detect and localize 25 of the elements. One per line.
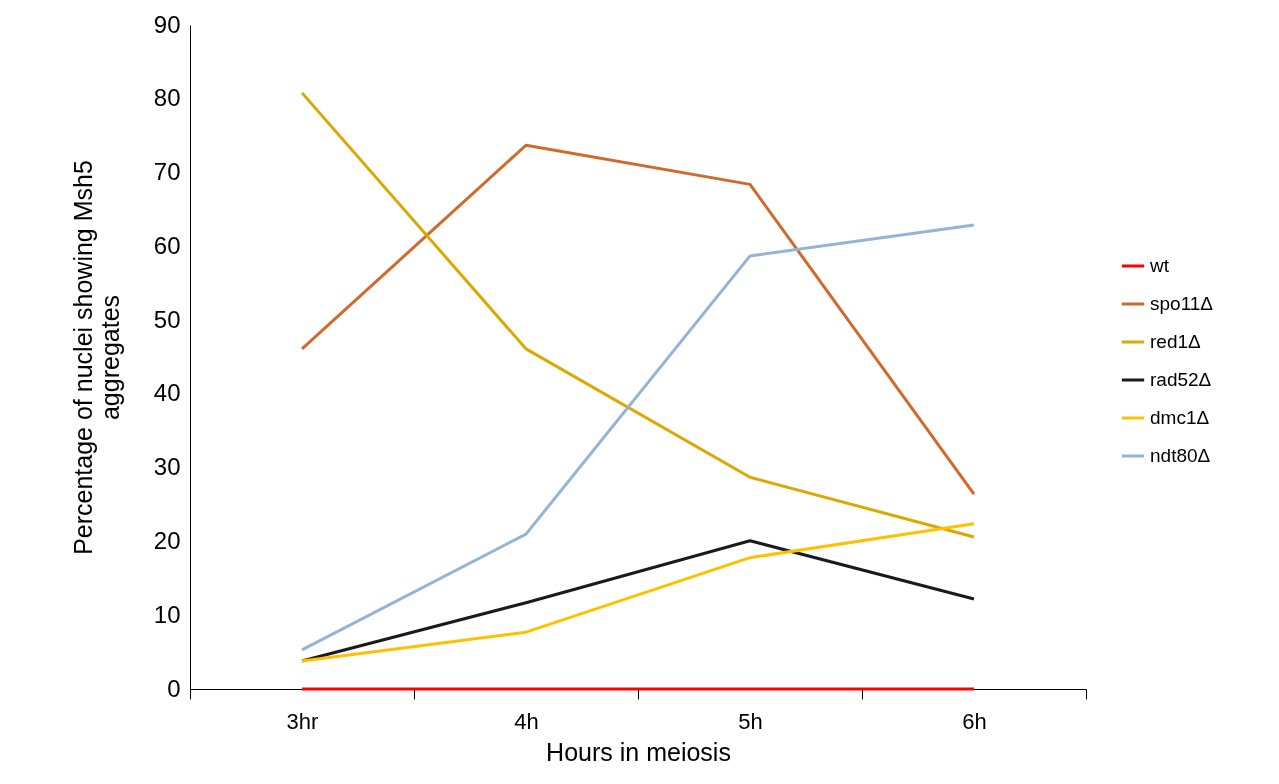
legend-label: ndt80Δ [1150,445,1211,466]
y-tick-label: 80 [153,84,181,112]
y-tick-label: 90 [153,10,181,38]
x-tick-label: 3hr [286,708,319,734]
y-tick-label: 70 [153,158,181,186]
x-axis-title: Hours in meiosis [546,737,731,766]
legend-label: dmc1Δ [1150,407,1210,428]
y-tick-label: 20 [153,526,181,554]
y-tick-label: 60 [153,231,181,259]
line-series [300,91,976,539]
legend-label: spo11Δ [1150,293,1214,314]
legend-label: wt [1149,255,1170,276]
x-tick-label: 4h [514,708,539,734]
x-tick-label: 6h [962,708,987,734]
y-tick-label: 50 [153,305,181,333]
y-tick-label: 0 [167,674,181,702]
y-tick-label: 30 [153,453,181,481]
line-series [300,143,976,496]
y-tick-label: 40 [153,379,181,407]
y-tick-label: 10 [153,600,181,628]
legend-label: red1Δ [1150,331,1202,352]
x-tick-label: 5h [738,708,763,734]
y-axis-title: Percentage of nuclei showing Msh5 aggregates [68,160,124,555]
legend-label: rad52Δ [1150,369,1212,390]
line-series [300,223,976,652]
